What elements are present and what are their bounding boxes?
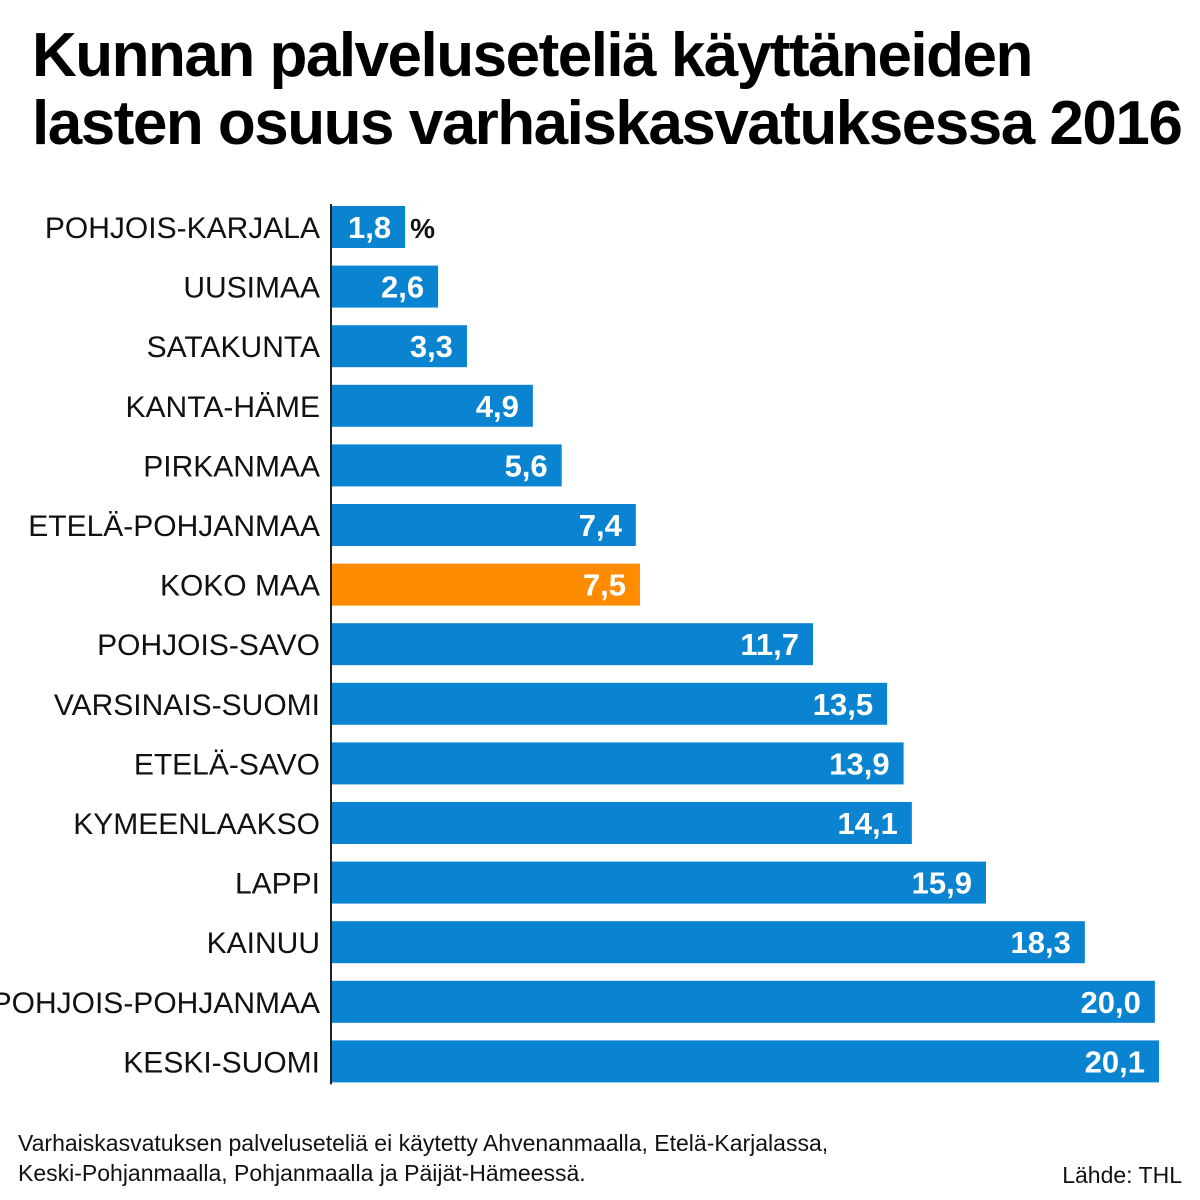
category-label-pohjois-karjala: POHJOIS-KARJALA xyxy=(45,212,320,245)
category-label-uusimaa: UUSIMAA xyxy=(183,272,320,305)
value-label-satakunta: 3,3 xyxy=(410,329,453,364)
value-label-kanta-hame: 4,9 xyxy=(476,389,519,424)
value-label-koko-maa: 7,5 xyxy=(583,568,626,603)
value-label-kymeenlaakso: 14,1 xyxy=(837,806,897,841)
category-label-satakunta: SATAKUNTA xyxy=(147,331,320,364)
value-label-pirkanmaa: 5,6 xyxy=(505,448,548,483)
footnote-line-1: Varhaiskasvatuksen palveluseteliä ei käy… xyxy=(18,1130,829,1156)
category-label-pirkanmaa: PIRKANMAA xyxy=(143,450,320,483)
value-label-keski-suomi: 20,1 xyxy=(1085,1044,1145,1079)
category-label-varsinais-suomi: VARSINAIS-SUOMI xyxy=(54,689,320,722)
category-label-etela-savo: ETELÄ-SAVO xyxy=(134,748,320,781)
category-label-keski-suomi: KESKI-SUOMI xyxy=(123,1046,320,1079)
bar-pirkanmaa xyxy=(331,444,562,487)
bar-keski-suomi xyxy=(331,1040,1159,1083)
bar-kainuu xyxy=(331,921,1085,964)
bar-etela-savo xyxy=(331,742,904,785)
chart-title-line-2: lasten osuus varhaiskasvatuksessa 2016 xyxy=(32,89,1183,158)
chart-title-line-1: Kunnan palveluseteliä käyttäneiden xyxy=(32,21,1033,90)
bar-pohjois-karjala xyxy=(331,206,406,248)
value-label-etela-pohjanmaa: 7,4 xyxy=(579,508,623,543)
category-label-kainuu: KAINUU xyxy=(207,927,320,960)
bar-pohjois-savo xyxy=(331,623,813,666)
value-label-pohjois-savo: 11,7 xyxy=(740,627,799,662)
bar-chart: POHJOIS-KARJALA 1,8 % UUSIMAA 2,6 SATAKUNTA 3,… xyxy=(0,204,1159,1085)
category-label-pohjois-pohjanmaa: POHJOIS-POHJANMAA xyxy=(0,987,320,1020)
bar-kymeenlaakso xyxy=(331,802,912,844)
value-label-kainuu: 18,3 xyxy=(1011,925,1071,960)
value-label-etela-savo: 13,9 xyxy=(829,746,889,781)
category-label-kymeenlaakso: KYMEENLAAKSO xyxy=(73,808,320,841)
bar-kanta-hame xyxy=(331,384,533,427)
bar-varsinais-suomi xyxy=(331,682,888,725)
bar-uusimaa xyxy=(331,265,439,308)
bar-satakunta xyxy=(331,325,467,368)
footnote: Varhaiskasvatuksen palveluseteliä ei käy… xyxy=(18,1128,1018,1188)
category-label-lappi: LAPPI xyxy=(235,868,320,901)
value-label-varsinais-suomi: 13,5 xyxy=(813,687,873,722)
bar-koko-maa xyxy=(331,563,640,606)
value-label-pohjois-karjala: 1,8 xyxy=(348,210,391,245)
value-label-pohjois-pohjanmaa: 20,0 xyxy=(1081,985,1141,1020)
category-label-pohjois-savo: POHJOIS-SAVO xyxy=(97,629,320,662)
value-label-lappi: 15,9 xyxy=(912,866,972,901)
bar-lappi xyxy=(331,861,986,904)
category-label-etela-pohjanmaa: ETELÄ-POHJANMAA xyxy=(28,510,320,543)
bar-pohjois-pohjanmaa xyxy=(331,980,1155,1023)
source-credit: Lähde: THL xyxy=(1062,1162,1182,1188)
unit-label: % xyxy=(410,213,435,244)
category-label-kanta-hame: KANTA-HÄME xyxy=(126,391,320,424)
category-label-koko-maa: KOKO MAA xyxy=(160,570,320,603)
chart-title: Kunnan palveluseteliä käyttäneiden laste… xyxy=(32,21,1183,158)
bar-etela-pohjanmaa xyxy=(331,504,636,546)
footnote-line-2: Keski-Pohjanmaalla, Pohjanmaalla ja Päij… xyxy=(18,1160,586,1186)
value-label-uusimaa: 2,6 xyxy=(381,270,424,305)
